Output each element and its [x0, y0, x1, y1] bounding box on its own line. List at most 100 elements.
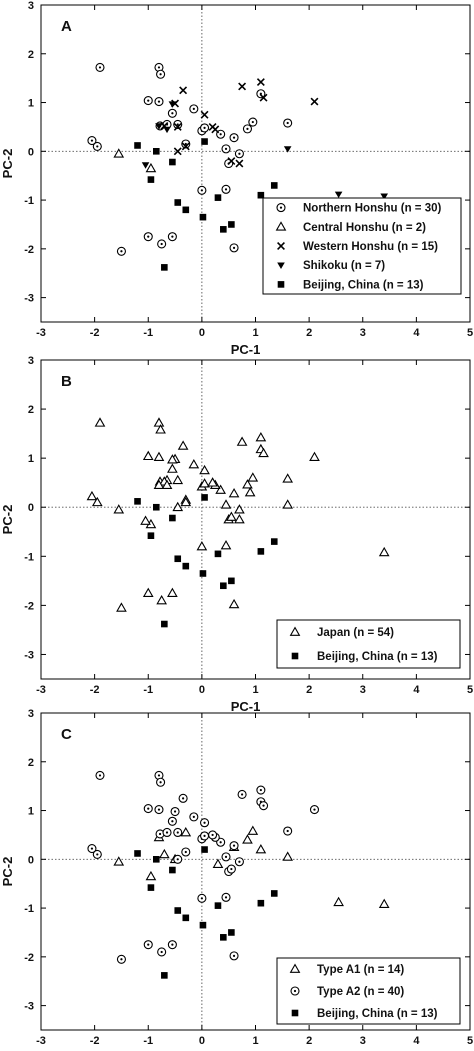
y-tick-label: -3 [24, 1001, 34, 1013]
data-point [242, 124, 253, 134]
y-tick-label: 0 [28, 854, 34, 866]
point-center-dot [173, 810, 177, 813]
point-center-dot [251, 120, 254, 124]
y-tick-label: 1 [28, 806, 34, 818]
legend: Type A1 (n = 14) Type A2 (n = 40) Beijing,… [276, 957, 461, 1025]
x-tick-label: 5 [467, 684, 473, 696]
data-point [226, 864, 236, 874]
data-point [92, 141, 102, 151]
data-point [234, 504, 245, 514]
data-point [229, 243, 239, 253]
legend-entry-label: Northern Honshu (n = 30) [303, 203, 441, 215]
point-center-dot [224, 147, 228, 150]
data-point [169, 866, 176, 874]
data-point [200, 123, 210, 133]
data-point [215, 484, 226, 494]
data-point [270, 182, 278, 189]
y-tick-label: -2 [24, 244, 34, 256]
point-center-dot [159, 781, 162, 784]
legend-entry-label: Type A1 (n = 14) [317, 964, 404, 976]
y-tick-label: 3 [28, 355, 34, 367]
data-point [197, 893, 207, 903]
data-point [95, 770, 105, 780]
data-point [228, 487, 240, 498]
data-point [152, 148, 160, 155]
panel-label: C [61, 726, 72, 743]
data-point [282, 473, 294, 483]
point-center-dot [184, 850, 187, 854]
point-center-dot [157, 808, 161, 811]
data-point [282, 851, 294, 861]
point-center-dot [171, 235, 174, 238]
data-point [290, 986, 300, 996]
data-point [242, 479, 253, 489]
data-point [174, 199, 182, 206]
x-tick-label: -2 [90, 1035, 100, 1047]
x-tick-label: 3 [360, 1035, 366, 1047]
data-point [334, 191, 343, 199]
data-point [189, 104, 199, 114]
data-point [145, 162, 157, 173]
data-point [95, 62, 105, 72]
data-point [189, 812, 199, 822]
point-center-dot [176, 831, 179, 834]
data-point [113, 504, 125, 514]
x-tick-label: 1 [252, 1035, 258, 1047]
point-center-dot [246, 127, 249, 130]
data-point [283, 118, 293, 128]
data-point [162, 827, 172, 838]
point-center-dot [160, 950, 163, 954]
data-point [199, 213, 207, 221]
data-point [170, 806, 180, 817]
data-point [161, 972, 168, 979]
point-center-dot [313, 808, 316, 811]
data-point [309, 805, 320, 815]
series-square-filled [134, 138, 278, 271]
y-tick-label: 1 [28, 453, 34, 465]
data-point [228, 577, 235, 585]
data-point [242, 834, 253, 844]
data-point [310, 97, 319, 106]
data-point [244, 486, 256, 497]
data-point [235, 159, 244, 168]
legend-entry-label: Shikoku (n = 7) [303, 260, 385, 272]
y-tick-label: -2 [24, 952, 34, 964]
data-point [380, 193, 388, 200]
data-point [257, 899, 265, 907]
point-center-dot [176, 858, 179, 861]
data-point [92, 849, 102, 859]
point-center-dot [240, 793, 244, 796]
point-center-dot [90, 139, 94, 142]
data-point [257, 191, 265, 199]
data-point [228, 221, 235, 228]
data-point [257, 548, 265, 555]
data-point [283, 146, 292, 153]
legend: Northern Honshu (n = 30) Central Honshu (… [262, 197, 462, 295]
chart-panel-b: -3 -2 -1 0 1 2 3 4 5 -3 -2 -1 0 1 2 3 PC-1 PC-2 B Japan (n … [0, 355, 473, 714]
data-point [247, 825, 259, 835]
data-point [154, 97, 164, 107]
x-tick-label: -2 [90, 684, 100, 696]
data-point [270, 538, 278, 545]
data-point [214, 194, 222, 201]
legend-entry-label: Central Honshu (n = 2) [303, 222, 426, 234]
data-point [177, 440, 189, 450]
legend-entry-label: Beijing, China (n = 13) [317, 651, 438, 663]
data-point [153, 417, 165, 427]
data-point [174, 555, 182, 563]
point-center-dot [157, 66, 161, 69]
point-center-dot [224, 896, 228, 899]
point-center-dot [157, 100, 161, 103]
data-point [167, 463, 178, 473]
point-center-dot [279, 206, 283, 209]
data-point [196, 540, 208, 551]
y-axis-title: PC-2 [0, 857, 15, 887]
data-point [255, 432, 267, 442]
x-tick-label: -1 [143, 684, 153, 696]
point-center-dot [147, 807, 150, 810]
data-point [167, 232, 177, 242]
legend-box [262, 197, 462, 295]
data-point [94, 417, 106, 427]
data-point [212, 858, 224, 869]
data-point [199, 570, 207, 577]
